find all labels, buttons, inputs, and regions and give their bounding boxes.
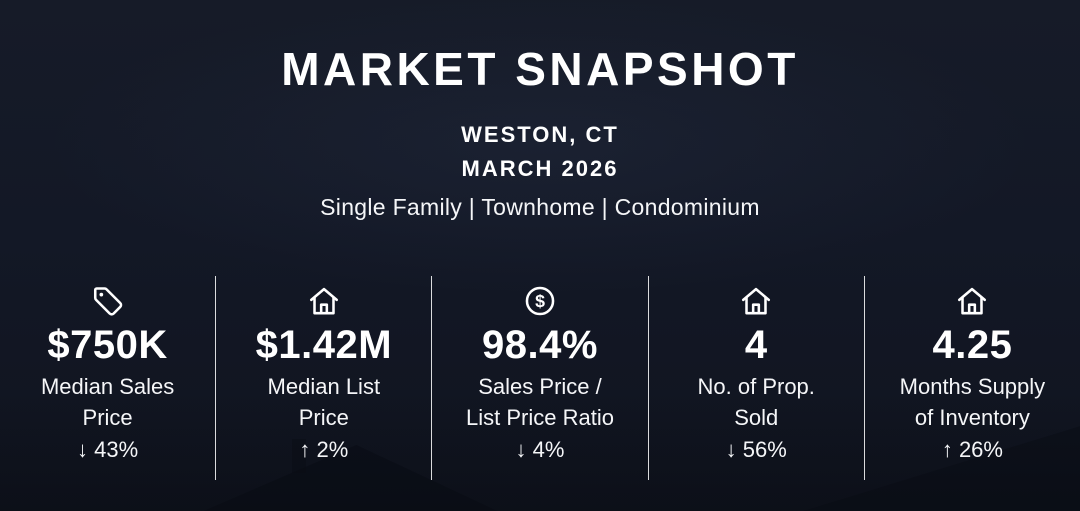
location-subtitle: WESTON, CT — [461, 122, 619, 147]
tag-icon — [91, 284, 125, 318]
stat-label: No. of Prop. Sold — [697, 374, 815, 431]
stat-median-list-price: $1.42M Median List Price ↑ 2% — [215, 276, 431, 481]
svg-text:$: $ — [535, 291, 545, 311]
stat-change: ↓ 56% — [725, 437, 787, 463]
dollar-circle-icon: $ — [523, 284, 557, 318]
header: MARKET SNAPSHOT WESTON, CT MARCH 2026 Si… — [0, 0, 1080, 221]
home-icon — [739, 284, 773, 318]
stat-change: ↑ 2% — [299, 437, 349, 463]
stat-label: Sales Price / List Price Ratio — [466, 374, 614, 431]
stat-value: 4 — [744, 323, 768, 367]
stat-change: ↓ 4% — [515, 437, 565, 463]
stat-value: 4.25 — [932, 323, 1013, 367]
stat-properties-sold: 4 No. of Prop. Sold ↓ 56% — [647, 276, 864, 481]
home-icon — [955, 284, 989, 318]
stat-label: Months Supply of Inventory — [899, 374, 1046, 431]
stat-value: $750K — [47, 323, 168, 367]
stat-median-sales-price: $750K Median Sales Price ↓ 43% — [0, 276, 215, 480]
page-title: MARKET SNAPSHOT — [281, 43, 799, 95]
stat-value: $1.42M — [255, 323, 393, 367]
stat-change: ↓ 43% — [77, 437, 139, 463]
stats-row: $750K Median Sales Price ↓ 43% $1.42M Me… — [0, 276, 1080, 481]
property-types-subtitle: Single Family | Townhome | Condominium — [320, 194, 760, 220]
stat-change: ↑ 26% — [941, 437, 1003, 463]
stat-label: Median List Price — [267, 374, 381, 431]
home-icon — [307, 284, 341, 318]
stat-months-supply: 4.25 Months Supply of Inventory ↑ 26% — [863, 276, 1080, 481]
stat-sales-to-list-ratio: $ 98.4% Sales Price / List Price Ratio ↓… — [431, 276, 647, 481]
stat-value: 98.4% — [482, 323, 598, 367]
stat-label: Median Sales Price — [40, 374, 175, 431]
period-subtitle: MARCH 2026 — [461, 156, 619, 181]
